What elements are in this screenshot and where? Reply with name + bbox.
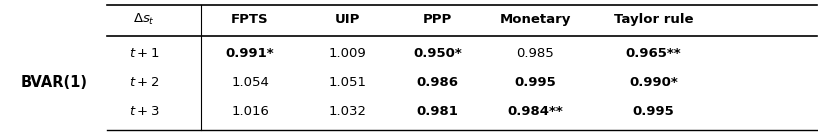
Text: UIP: UIP — [335, 13, 361, 26]
Text: $t+1$: $t+1$ — [128, 47, 160, 60]
Text: $t+3$: $t+3$ — [128, 105, 160, 118]
Text: BVAR(1): BVAR(1) — [21, 75, 88, 90]
Text: 0.950*: 0.950* — [413, 47, 462, 60]
Text: 1.054: 1.054 — [231, 76, 269, 89]
Text: 0.995: 0.995 — [515, 76, 556, 89]
Text: 0.985: 0.985 — [516, 47, 555, 60]
Text: PPP: PPP — [423, 13, 452, 26]
Text: 0.981: 0.981 — [416, 105, 458, 118]
Text: $\Delta s_t$: $\Delta s_t$ — [133, 12, 155, 27]
Text: 0.986: 0.986 — [416, 76, 459, 89]
Text: 0.991*: 0.991* — [226, 47, 274, 60]
Text: 1.032: 1.032 — [329, 105, 366, 118]
Text: 1.051: 1.051 — [329, 76, 366, 89]
Text: $t+2$: $t+2$ — [128, 76, 160, 89]
Text: 0.995: 0.995 — [632, 105, 675, 118]
Text: 0.990*: 0.990* — [629, 76, 678, 89]
Text: Monetary: Monetary — [500, 13, 571, 26]
Text: 1.009: 1.009 — [329, 47, 366, 60]
Text: Taylor rule: Taylor rule — [614, 13, 694, 26]
Text: 0.965**: 0.965** — [626, 47, 681, 60]
Text: FPTS: FPTS — [231, 13, 269, 26]
Text: 0.984**: 0.984** — [507, 105, 564, 118]
Text: 1.016: 1.016 — [231, 105, 269, 118]
